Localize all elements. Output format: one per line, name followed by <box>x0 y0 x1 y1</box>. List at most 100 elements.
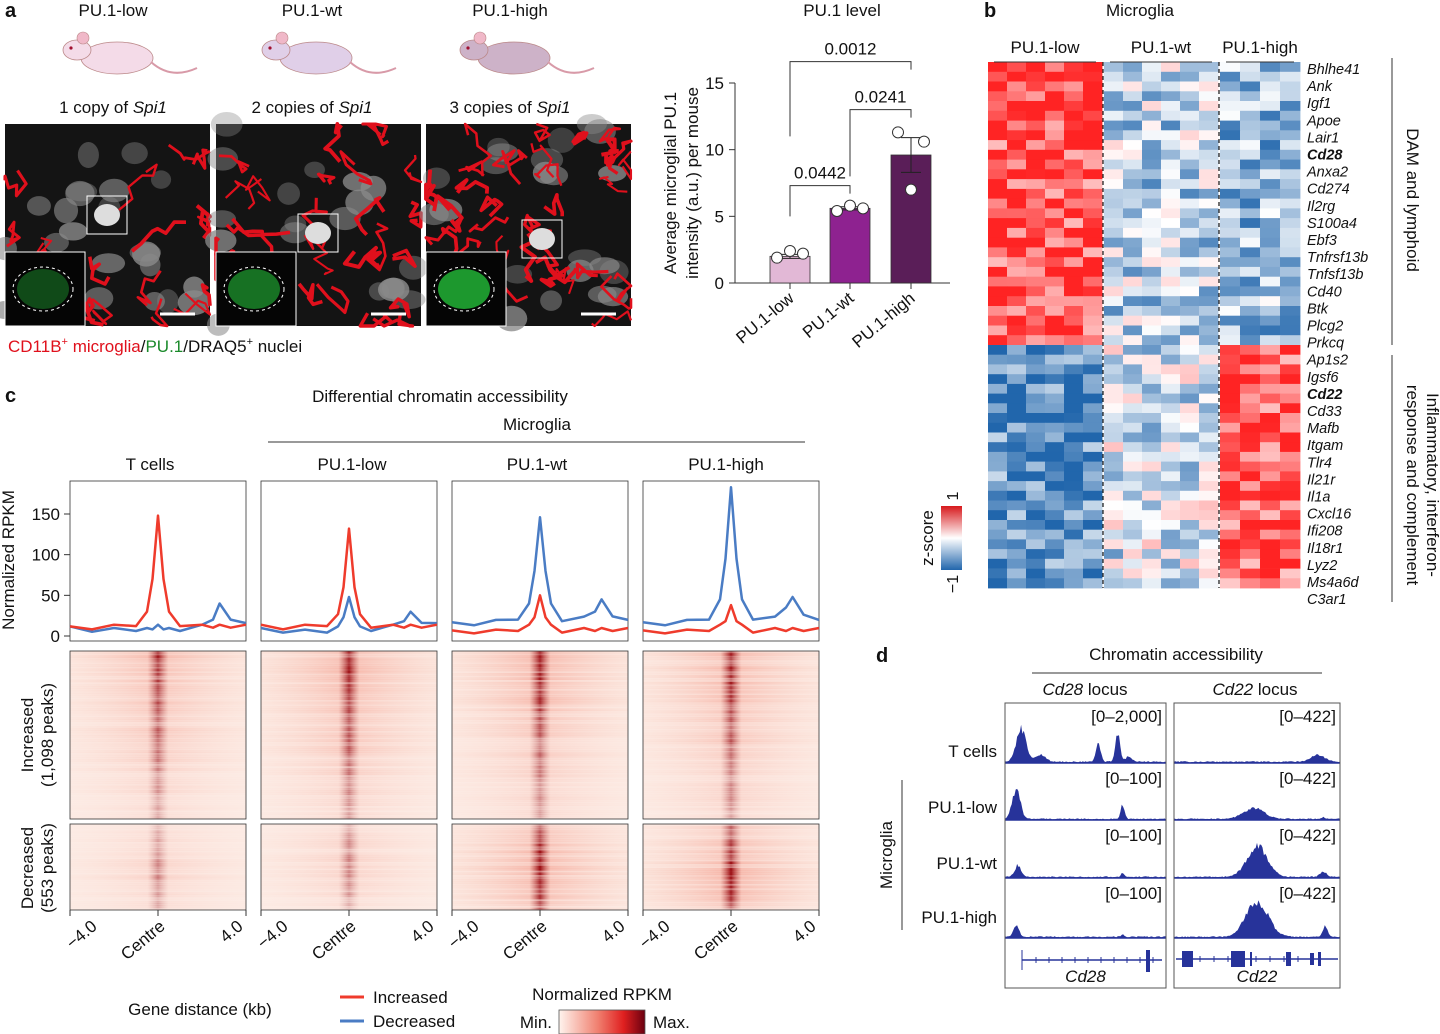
microglia-process <box>316 172 336 185</box>
heatmap-row <box>70 748 246 751</box>
heatmap-row <box>643 770 819 773</box>
heatmap-row <box>261 681 437 685</box>
heatmap-cell <box>1280 325 1301 336</box>
heatmap-cell <box>988 198 1008 209</box>
heatmap-cell <box>1240 529 1261 540</box>
heatmap-cell <box>1104 257 1124 268</box>
heatmap-cell <box>1199 432 1219 443</box>
heatmap-row <box>70 896 246 900</box>
heatmap-cell <box>1280 81 1301 92</box>
heatmap-cell <box>1180 81 1200 92</box>
heatmap-row <box>452 695 628 698</box>
heatmap-row <box>261 673 437 676</box>
heatmap-row <box>452 835 628 838</box>
heatmap-row <box>261 732 437 736</box>
heatmap-cell <box>1026 490 1046 501</box>
pu1-signal <box>438 269 490 309</box>
heatmap-row <box>261 737 437 740</box>
microglia-process <box>353 196 386 237</box>
heatmap-row <box>70 785 246 789</box>
heatmap-row <box>452 759 628 762</box>
microglia-process <box>167 143 211 161</box>
heatmap-cell <box>1142 315 1162 326</box>
heatmap-cell <box>1199 266 1219 278</box>
heatmap-cell <box>1260 325 1281 336</box>
track-range-label: [0–422] <box>1279 884 1336 903</box>
heatmap-cell <box>1045 149 1065 160</box>
heatmap-cell <box>1026 101 1046 112</box>
heatmap-row <box>70 828 246 831</box>
heatmap-row <box>643 816 819 820</box>
heatmap-cell <box>1161 520 1181 531</box>
heatmap-row <box>70 757 246 760</box>
heatmap-row <box>643 686 819 689</box>
heatmap-row <box>643 843 819 847</box>
heatmap-row-increased-count: (1,098 peaks) <box>38 683 57 787</box>
heatmap-cell <box>1240 481 1261 492</box>
heatmap-cell <box>1104 413 1124 424</box>
heatmap-row <box>452 865 628 869</box>
heatmap-cell <box>1045 558 1065 569</box>
heatmap-cell <box>1180 140 1200 151</box>
heatmap-cell <box>1161 276 1181 287</box>
heatmap-cell <box>1220 296 1241 307</box>
heatmap-cell <box>1104 110 1124 121</box>
heatmap-cell <box>1083 247 1103 258</box>
heatmap-cell <box>1083 315 1103 326</box>
heatmap-row <box>70 701 246 705</box>
heatmap-cell <box>1104 130 1124 141</box>
heatmap-cell <box>1104 568 1124 579</box>
heatmap-row <box>70 693 246 696</box>
heatmap-row <box>261 662 437 665</box>
microglia-process <box>315 283 350 315</box>
heatmap-row <box>261 741 437 745</box>
heatmap-cell <box>1123 510 1143 521</box>
heatmap-cell <box>1240 71 1261 82</box>
heatmap-row <box>261 765 437 769</box>
heatmap-cell <box>1104 120 1124 131</box>
heatmap-cell <box>1123 140 1143 151</box>
heatmap-cell <box>1083 81 1103 92</box>
gene-label: Il21r <box>1307 472 1336 488</box>
heatmap-row <box>261 901 437 904</box>
heatmap-cell <box>1045 81 1065 92</box>
heatmap-row <box>643 799 819 802</box>
heatmap-row <box>643 690 819 694</box>
heatmap-cell <box>1064 101 1084 112</box>
heatmap-row <box>261 710 437 714</box>
heatmap-cell <box>1104 218 1124 229</box>
zoom-box <box>86 195 128 235</box>
cd22-exon <box>1286 952 1291 966</box>
heatmap-row <box>643 874 819 878</box>
heatmap-cell <box>1083 403 1103 414</box>
microglia-process <box>91 298 113 326</box>
heatmap-cell <box>1142 81 1162 92</box>
heatmap-cell <box>1220 422 1241 433</box>
mouse-ear <box>76 31 90 45</box>
heatmap-row <box>452 805 628 809</box>
heatmap-cell <box>1280 393 1301 404</box>
heatmap-row <box>70 777 246 780</box>
heatmap-row <box>452 854 628 858</box>
selected-nucleus <box>529 228 555 250</box>
heatmap-cell <box>1064 432 1084 443</box>
heatmap-cell <box>1083 451 1103 462</box>
heatmap-cell <box>1280 91 1301 102</box>
heatmap-cell <box>1240 325 1261 336</box>
heatmap-row <box>643 715 819 718</box>
heatmap-row <box>261 826 437 829</box>
heatmap-row <box>70 710 246 714</box>
heatmap-cell <box>1220 383 1241 394</box>
heatmap-cell <box>1104 393 1124 404</box>
heatmap-cell <box>1007 578 1027 589</box>
heatmap-cell <box>1064 159 1084 170</box>
gene-label: Itgam <box>1307 438 1343 454</box>
gene-label: Prkcq <box>1307 336 1344 352</box>
heatmap-row <box>643 664 819 667</box>
heatmap-cell <box>1007 558 1027 569</box>
heatmap-cell <box>988 354 1008 365</box>
heatmap-cell <box>1161 227 1181 239</box>
heatmap-cell <box>1280 276 1301 287</box>
heatmap-cell <box>1240 208 1261 219</box>
heatmap-cell <box>1220 208 1241 219</box>
